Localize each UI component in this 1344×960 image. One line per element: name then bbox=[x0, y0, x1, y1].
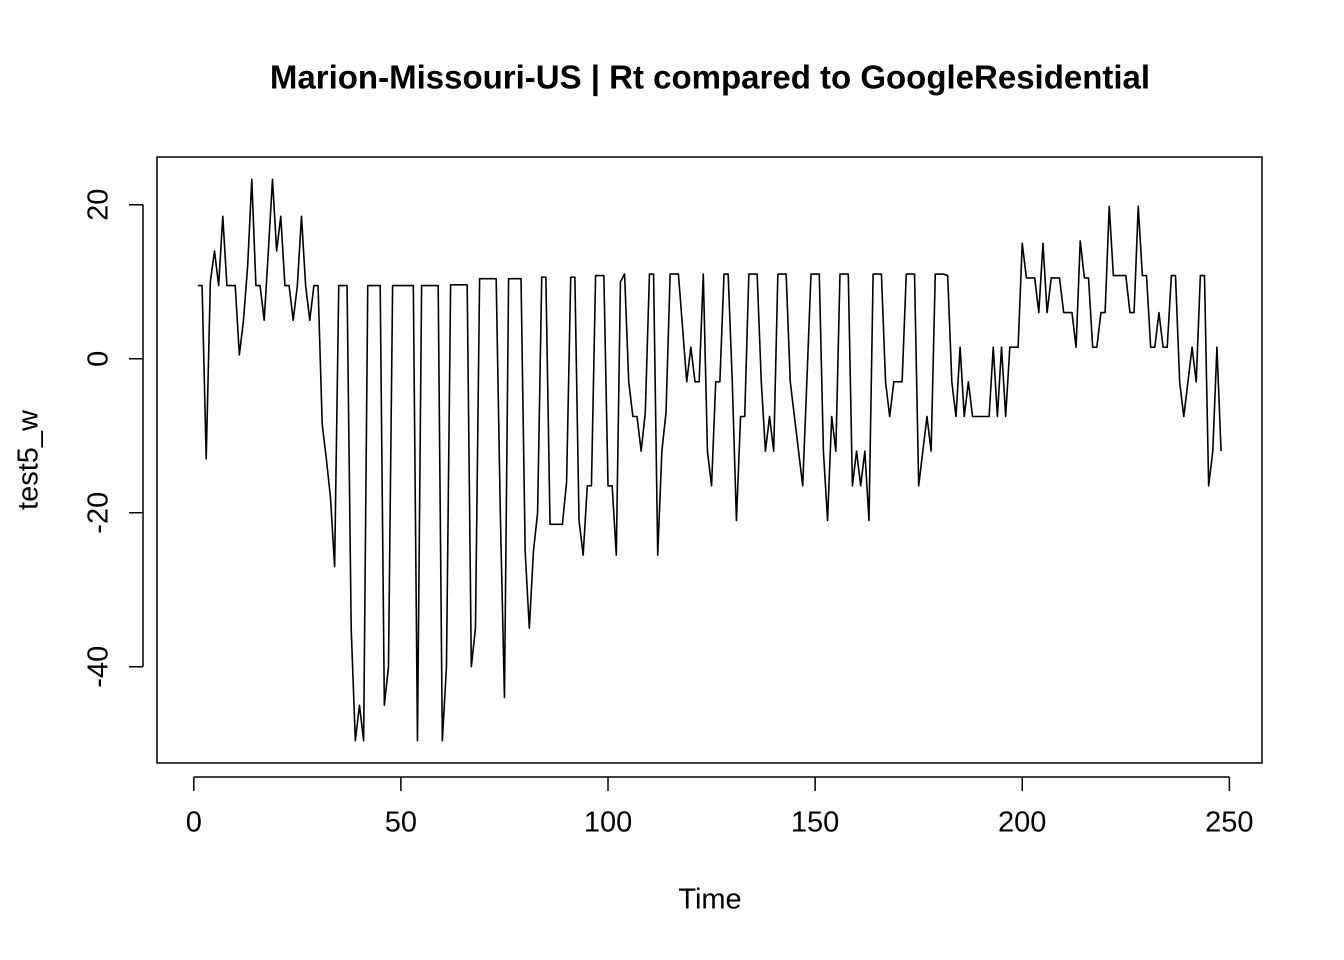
x-tick-label: 100 bbox=[584, 807, 632, 839]
x-axis-label: Time bbox=[678, 884, 741, 916]
x-tick-label: 250 bbox=[1205, 807, 1253, 839]
plot-frame bbox=[156, 156, 1263, 764]
x-tick-label: 50 bbox=[385, 807, 417, 839]
y-tick-label: 20 bbox=[83, 189, 115, 221]
data-line bbox=[197, 178, 1222, 742]
y-tick-label: -40 bbox=[83, 646, 115, 688]
x-tick-label: 150 bbox=[791, 807, 839, 839]
y-axis-label: test5_w bbox=[13, 409, 45, 510]
chart-title: Marion-Missouri-US | Rt compared to Goog… bbox=[270, 59, 1150, 96]
y-tick-label: -20 bbox=[83, 492, 115, 534]
y-tick-label: 0 bbox=[83, 351, 115, 367]
x-tick-label: 0 bbox=[186, 807, 202, 839]
x-tick-label: 200 bbox=[998, 807, 1046, 839]
